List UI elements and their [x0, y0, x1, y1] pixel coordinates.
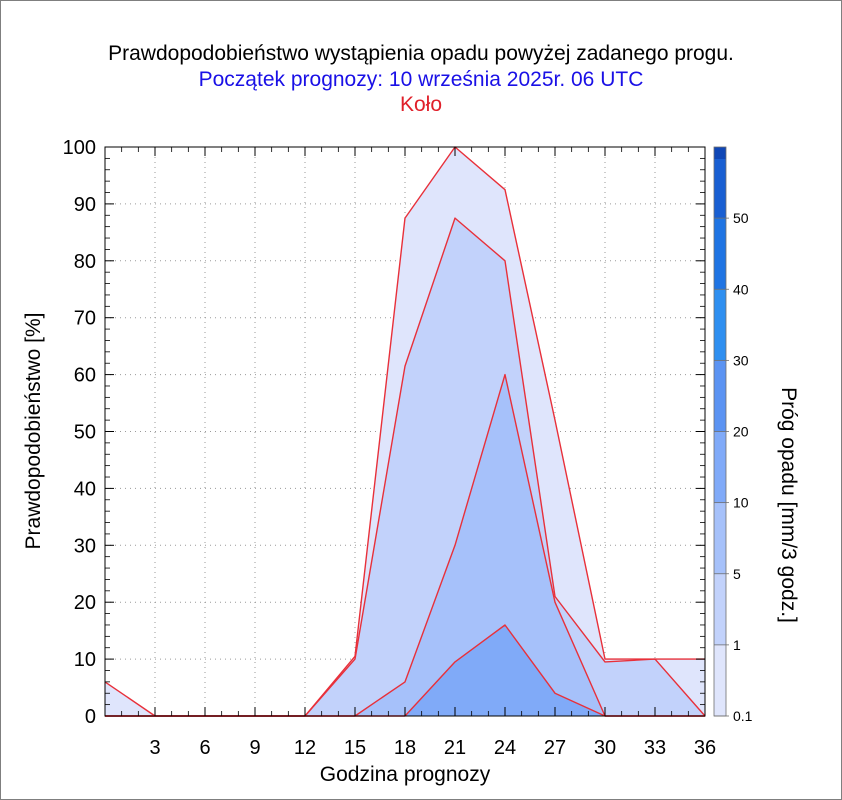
- x-tick-label: 3: [149, 737, 160, 759]
- y-tick-label: 20: [74, 592, 96, 614]
- x-tick-label: 24: [494, 737, 516, 759]
- colorbar-tick-label: 5: [733, 566, 741, 582]
- colorbar-label: Próg opadu [mm/3 godz.]: [777, 387, 800, 623]
- colorbar-tick-label: 40: [733, 281, 749, 297]
- colorbar-band: [714, 360, 726, 432]
- threshold-colorbar: [713, 146, 727, 717]
- y-tick-label: 0: [85, 706, 96, 728]
- x-tick-label: 18: [394, 737, 416, 759]
- minor-ticks: [105, 147, 705, 716]
- colorbar-tick-label: 1: [733, 637, 741, 653]
- colorbar-band: [714, 573, 726, 645]
- colorbar-band: [714, 431, 726, 503]
- x-tick-label: 6: [199, 737, 210, 759]
- area-threshold-1: [105, 218, 705, 716]
- y-tick-label: 60: [74, 365, 96, 387]
- x-tick-label: 33: [644, 737, 666, 759]
- colorbar-tick-label: 50: [733, 210, 749, 226]
- colorbar-tick-labels: 0.1 1 5 10 20 30 40 50: [714, 210, 753, 724]
- forecast-start-subtitle: Początek prognozy: 10 września 2025r. 06…: [198, 68, 644, 91]
- x-tick-label: 21: [444, 737, 466, 759]
- colorbar-band: [714, 147, 726, 219]
- y-tick-labels: 0 10 20 30 40 50 60 70 80 90 100: [63, 137, 705, 728]
- y-tick-label: 30: [74, 535, 96, 557]
- colorbar-band: [714, 289, 726, 361]
- y-axis-label: Prawdopodobieństwo [%]: [22, 313, 45, 550]
- y-tick-label: 50: [74, 422, 96, 444]
- station-name: Koło: [399, 93, 443, 116]
- x-tick-label: 15: [344, 737, 366, 759]
- y-tick-label: 10: [74, 649, 96, 671]
- colorbar-tick-label: 10: [733, 495, 749, 511]
- colorbar-band: [714, 218, 726, 290]
- y-tick-label: 90: [74, 194, 96, 216]
- colorbar-band: [714, 502, 726, 574]
- colorbar-tick-label: 20: [733, 424, 749, 440]
- x-axis-label: Godzina prognozy: [320, 763, 491, 786]
- x-tick-label: 30: [594, 737, 616, 759]
- colorbar-band-top: [714, 147, 726, 159]
- y-tick-label: 40: [74, 478, 96, 500]
- y-tick-label: 80: [74, 251, 96, 273]
- x-tick-labels: 3 6 9 12 15 18 21 24 27 30 33 36: [149, 147, 716, 759]
- y-tick-label: 70: [74, 308, 96, 330]
- colorbar-tick-label: 0.1: [733, 708, 753, 724]
- colorbar-band: [714, 644, 726, 716]
- x-tick-label: 36: [694, 737, 716, 759]
- x-tick-label: 9: [249, 737, 260, 759]
- y-tick-label: 100: [63, 137, 96, 159]
- chart-title: Prawdopodobieństwo wystąpienia opadu pow…: [108, 42, 734, 65]
- area-threshold-5: [105, 374, 705, 716]
- x-tick-label: 12: [294, 737, 316, 759]
- x-tick-label: 27: [544, 737, 566, 759]
- colorbar-tick-label: 30: [733, 352, 749, 368]
